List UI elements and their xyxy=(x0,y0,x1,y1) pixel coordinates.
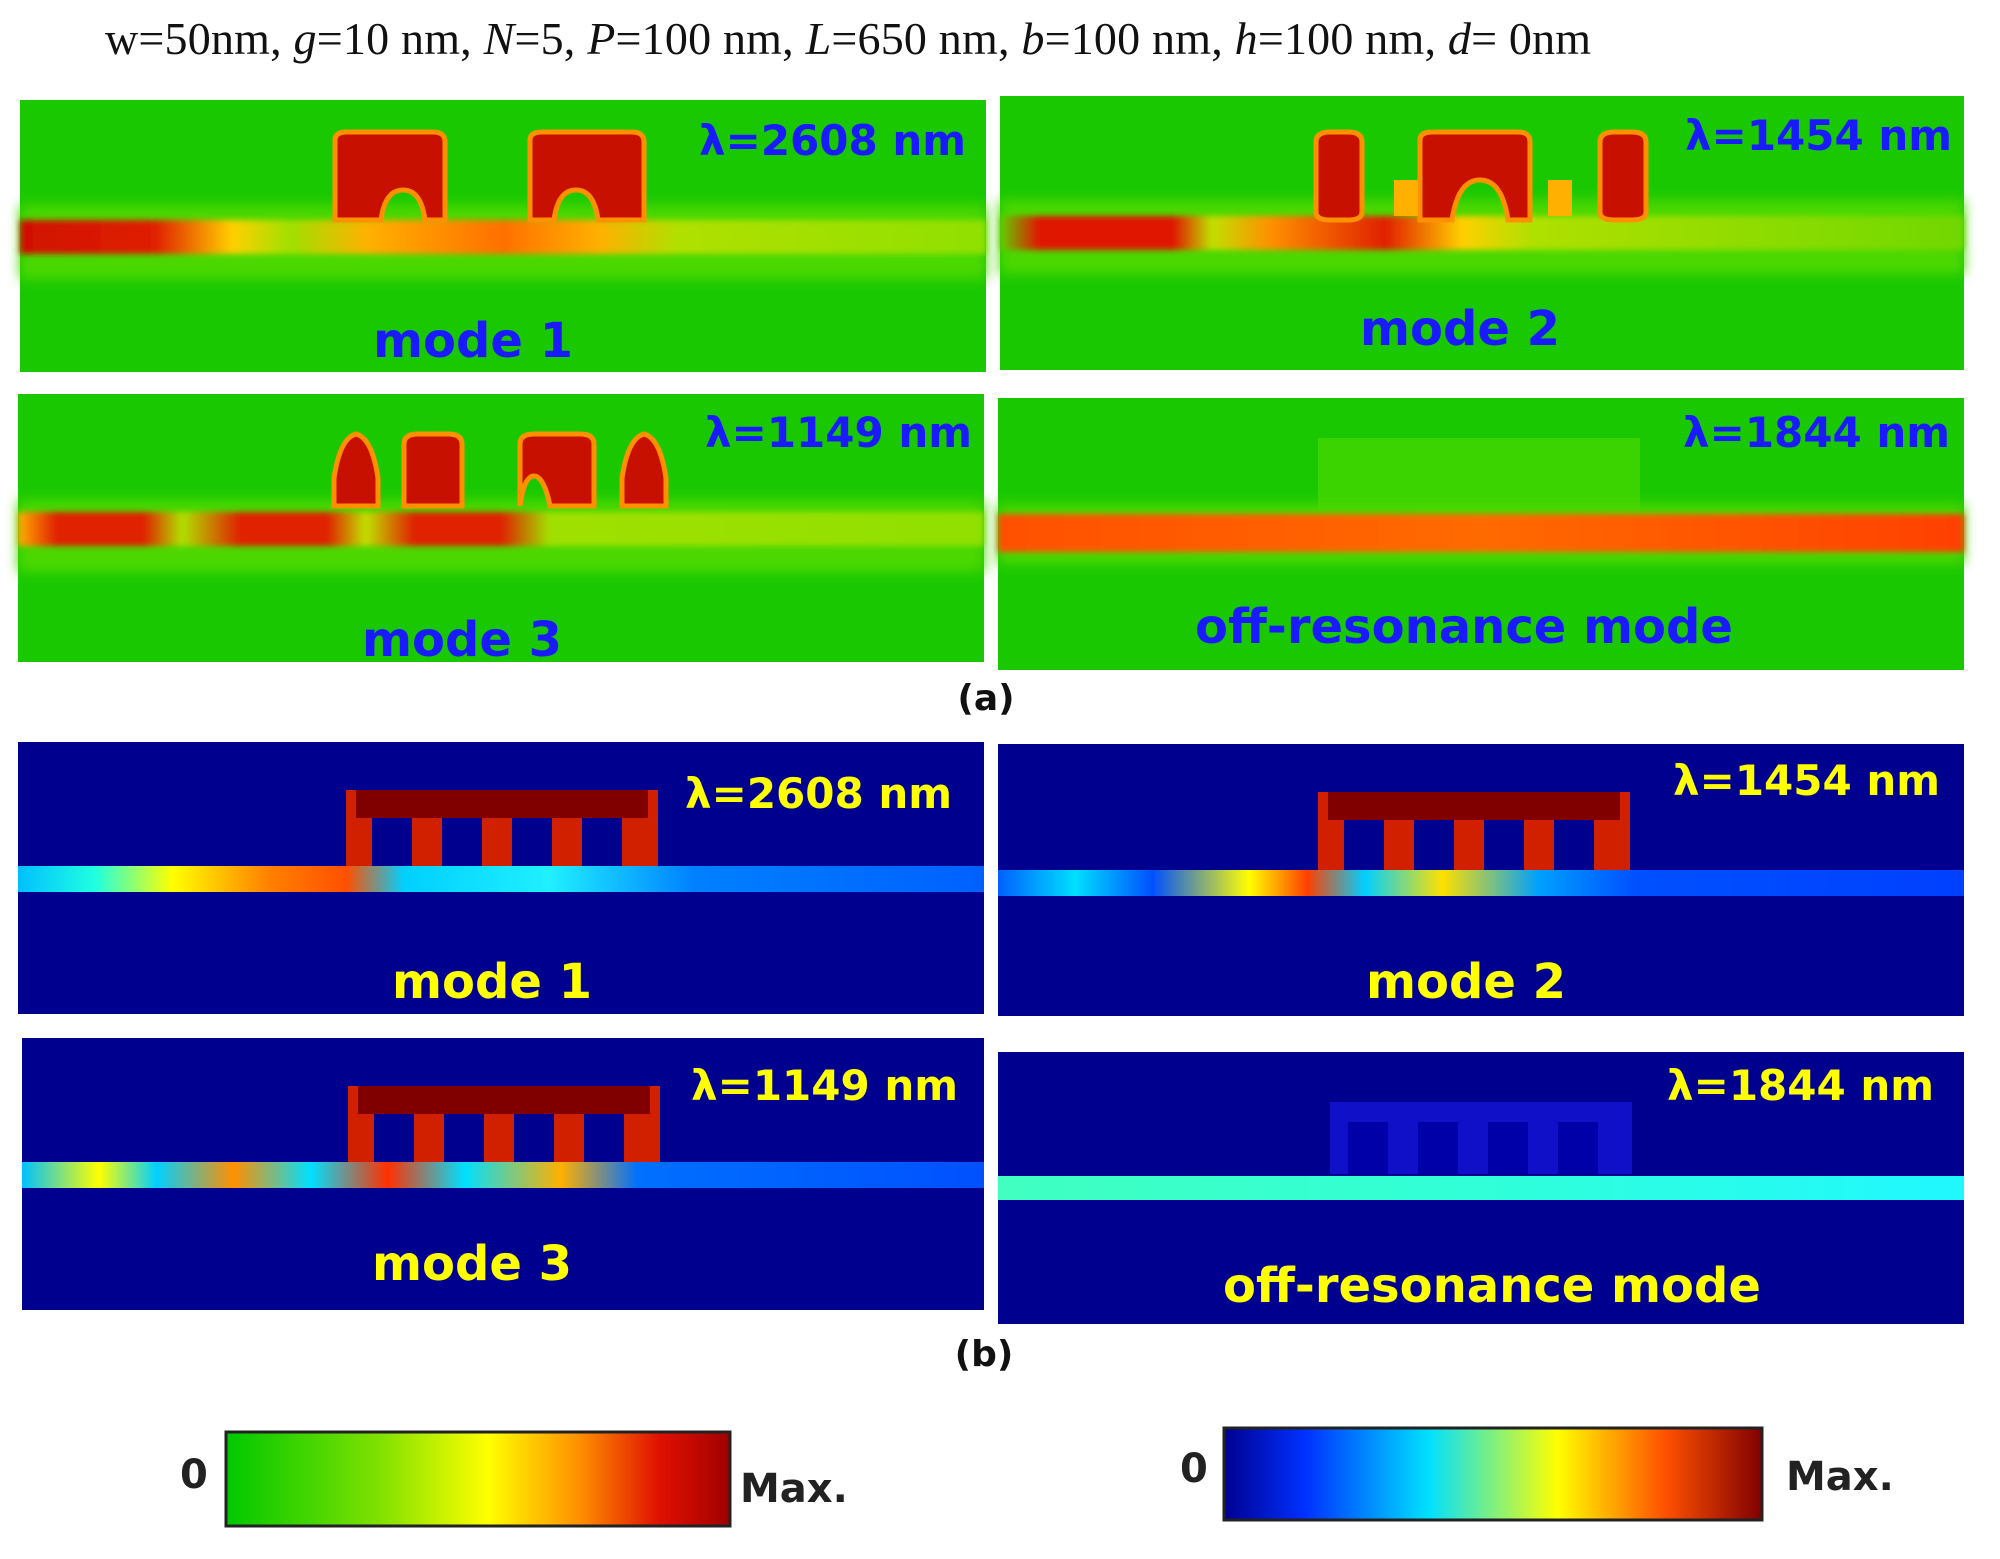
parameter-line: w=50nm, g=10 nm, N=5, P=100 nm, L=650 nm… xyxy=(105,12,1591,65)
wavelength-label: λ=1149 nm xyxy=(691,1061,958,1110)
panel-a-off-resonance: λ=1844 nm off-resonance mode xyxy=(998,398,1964,670)
wavelength-label: λ=2608 nm xyxy=(685,769,952,818)
parameter-text-8: =650 nm, xyxy=(831,13,1022,64)
colorbar-max-label: Max. xyxy=(1786,1454,1894,1500)
parameter-text-1: g xyxy=(293,13,317,64)
mode-label: off-resonance mode xyxy=(1223,1258,1761,1314)
wavelength-label: λ=1844 nm xyxy=(1683,408,1950,457)
panel-b-mode-3: λ=1149 nm mode 3 xyxy=(22,1038,984,1310)
wavelength-label: λ=1149 nm xyxy=(705,408,972,457)
parameter-text-11: h xyxy=(1234,13,1258,64)
panel-b-mode-1: λ=2608 nm mode 1 xyxy=(18,742,984,1014)
parameter-text-6: =100 nm, xyxy=(615,13,806,64)
parameter-text-13: d xyxy=(1447,13,1472,64)
mode-label: off-resonance mode xyxy=(1195,599,1733,655)
parameter-text-10: =100 nm, xyxy=(1044,13,1235,64)
mode-label: mode 1 xyxy=(392,954,592,1010)
panel-a-mode-3: λ=1149 nm mode 3 xyxy=(18,394,984,668)
colorbar-min-label: 0 xyxy=(180,1452,208,1498)
panel-a-mode-1: λ=2608 nm mode 1 xyxy=(20,100,986,372)
colorbar-max-label: Max. xyxy=(740,1466,848,1512)
mode-label: mode 1 xyxy=(373,313,573,369)
parameter-text-7: L xyxy=(805,13,832,64)
mode-label: mode 3 xyxy=(362,612,562,668)
mode-label: mode 2 xyxy=(1366,954,1566,1010)
panel-b-off-resonance: λ=1844 nm off-resonance mode xyxy=(998,1052,1964,1324)
parameter-text-4: =5, xyxy=(514,13,588,64)
part-label-b: (b) xyxy=(955,1334,1014,1375)
colorbar-b: 0 Max. xyxy=(1180,1426,1894,1522)
parameter-text-3: N xyxy=(483,13,515,64)
wavelength-label: λ=1844 nm xyxy=(1667,1061,1934,1110)
mode-label: mode 2 xyxy=(1360,301,1560,357)
parameter-text-9: b xyxy=(1021,13,1045,64)
parameter-text-5: P xyxy=(587,13,616,64)
parameter-text-14: = 0nm xyxy=(1471,13,1592,64)
part-label-a: (a) xyxy=(957,678,1014,719)
colorbar-a: 0 Max. xyxy=(180,1430,848,1528)
wavelength-label: λ=1454 nm xyxy=(1685,111,1952,160)
panel-a-mode-2: λ=1454 nm mode 2 xyxy=(1000,96,1964,370)
parameter-text-2: =10 nm, xyxy=(316,13,484,64)
parameter-text-12: =100 nm, xyxy=(1257,13,1448,64)
wavelength-label: λ=2608 nm xyxy=(699,116,966,165)
parameter-text-0: w=50nm, xyxy=(105,13,294,64)
mode-label: mode 3 xyxy=(372,1236,572,1292)
wavelength-label: λ=1454 nm xyxy=(1673,756,1940,805)
colorbar-min-label: 0 xyxy=(1180,1446,1208,1492)
panel-b-mode-2: λ=1454 nm mode 2 xyxy=(998,744,1964,1016)
